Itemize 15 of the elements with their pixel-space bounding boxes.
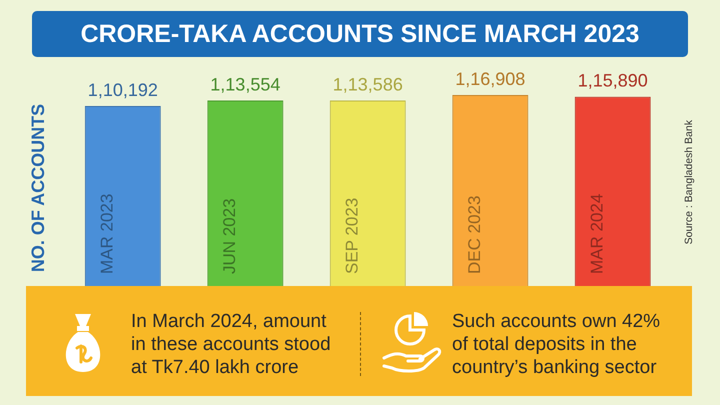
- data-label: 1,13,554: [210, 74, 280, 94]
- data-label: 1,10,192: [88, 80, 158, 100]
- text: In March 2024, amount in these accounts stood at Tk7.40 lakh crore: [131, 310, 332, 379]
- x-tick-label: SEP 2023: [342, 198, 362, 274]
- annotation: Source : Bangladesh Bank: [683, 120, 695, 244]
- text: Such accounts own 42% of total deposits in the country’s banking sector: [452, 310, 662, 379]
- x-tick-label: MAR 2023: [97, 194, 116, 274]
- data-label: 1,16,908: [455, 69, 526, 90]
- x-tick-label: DEC 2023: [464, 196, 484, 274]
- x-tick-label: MAR 2024: [587, 194, 606, 274]
- x-tick-label: JUN 2023: [220, 198, 239, 274]
- chart-title: CRORE-TAKA ACCOUNTS SINCE MARCH 2023: [32, 11, 688, 57]
- data-label: 1,15,890: [578, 70, 648, 91]
- y-axis-title: NO. OF ACCOUNTS: [28, 104, 48, 272]
- data-label: 1,13,586: [332, 74, 403, 94]
